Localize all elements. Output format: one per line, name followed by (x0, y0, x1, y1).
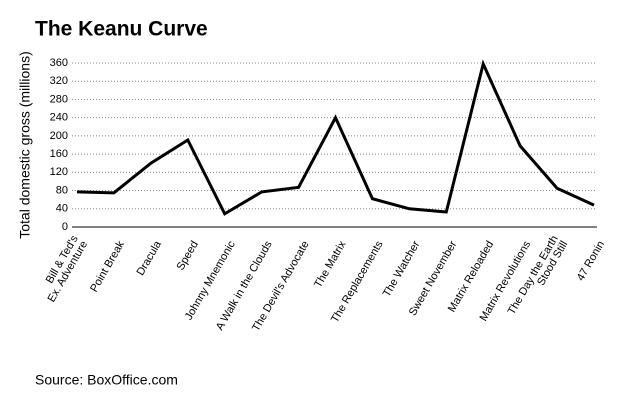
x-tick-label: Point Break (88, 239, 127, 295)
y-tick-label: 240 (50, 112, 68, 124)
source: Source: BoxOffice.com (35, 372, 178, 388)
line (76, 59, 595, 216)
y-tick-label: 120 (50, 166, 68, 178)
x-tick-label: The Day the EarthStood Still (506, 233, 571, 322)
y-tick-label: 160 (50, 148, 68, 160)
x-tick-label: 47 Ronin (575, 239, 607, 283)
x-tick-label: Bill & Ted'sEx. Adventure (36, 233, 90, 304)
y-axis-label: Total domestic gross (millions) (17, 51, 33, 239)
y-tick-label: 360 (50, 57, 68, 69)
y-tick-label: 280 (50, 93, 68, 105)
y-tick-label: 320 (50, 75, 68, 87)
y-tick-label: 200 (50, 130, 68, 142)
chart-title: The Keanu Curve (35, 18, 208, 41)
y-tick-label: 0 (62, 221, 68, 233)
y-tick-label: 40 (56, 203, 68, 215)
x-tick-label: Speed (175, 239, 201, 273)
x-tick-label: Dracula (135, 238, 165, 278)
y-tick-label: 80 (56, 184, 68, 196)
x-tick-label: The Watcher (381, 239, 423, 299)
x-tick-label: The Matrix (312, 239, 349, 290)
